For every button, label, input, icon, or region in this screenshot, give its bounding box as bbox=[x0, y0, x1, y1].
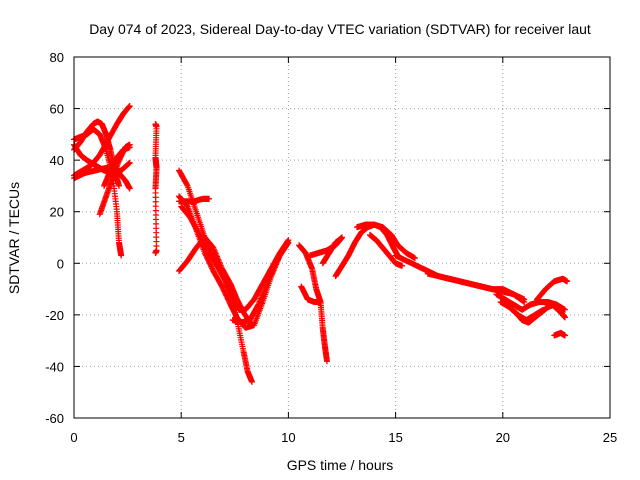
x-tick-label: 10 bbox=[281, 430, 295, 445]
data-point bbox=[116, 182, 123, 189]
data-point bbox=[285, 237, 292, 244]
series-arc17 bbox=[319, 234, 345, 267]
data-point bbox=[561, 306, 568, 313]
series-arc18 bbox=[332, 221, 401, 280]
y-tick-label: -40 bbox=[45, 359, 64, 374]
series-arc9 bbox=[176, 234, 255, 329]
series-arc4 bbox=[71, 118, 123, 189]
x-tick-label: 5 bbox=[178, 430, 185, 445]
x-axis-label: GPS time / hours bbox=[287, 457, 394, 473]
data-point bbox=[521, 298, 528, 305]
data-point bbox=[339, 234, 345, 241]
axis-ticks bbox=[73, 56, 611, 419]
data-point bbox=[126, 102, 133, 109]
chart-title: Day 074 of 2023, Sidereal Day-to-day VTE… bbox=[89, 21, 591, 37]
series-isolated bbox=[152, 121, 160, 256]
data-point bbox=[126, 185, 133, 192]
series-arc13 bbox=[229, 244, 288, 326]
data-point bbox=[411, 255, 418, 262]
x-tick-label: 25 bbox=[603, 430, 617, 445]
y-tick-labels: -60 -40 -20 0 20 40 60 80 bbox=[45, 50, 64, 426]
series-arc21 bbox=[392, 252, 528, 303]
y-tick-label: 40 bbox=[50, 153, 64, 168]
y-tick-label: 80 bbox=[50, 50, 64, 65]
series-arc27 bbox=[534, 275, 571, 303]
data-point bbox=[126, 144, 133, 151]
series-arc7 bbox=[71, 164, 133, 192]
series-arc28 bbox=[551, 329, 568, 339]
data-markers bbox=[71, 102, 571, 385]
data-point bbox=[284, 237, 291, 244]
x-tick-label: 0 bbox=[70, 430, 77, 445]
data-point bbox=[564, 278, 571, 285]
data-point bbox=[126, 159, 133, 166]
y-tick-label: -20 bbox=[45, 308, 64, 323]
series-arc20 bbox=[366, 231, 406, 269]
series-arc6 bbox=[101, 144, 133, 189]
data-point bbox=[323, 358, 330, 365]
series-arc25 bbox=[512, 301, 558, 326]
y-tick-label: 60 bbox=[50, 102, 64, 117]
series-arc11 bbox=[176, 195, 213, 205]
data-point bbox=[152, 249, 159, 256]
y-tick-label: 20 bbox=[50, 205, 64, 220]
data-point bbox=[317, 298, 324, 305]
series-arc22 bbox=[424, 270, 528, 305]
series-arc19 bbox=[354, 221, 418, 262]
data-point bbox=[248, 378, 255, 385]
x-tick-label: 15 bbox=[388, 430, 402, 445]
data-point bbox=[184, 181, 191, 188]
x-tick-labels: 0 5 10 15 20 25 bbox=[70, 430, 617, 445]
data-point bbox=[561, 314, 568, 321]
data-point bbox=[280, 245, 287, 252]
data-point bbox=[206, 195, 213, 202]
data-point bbox=[118, 252, 125, 259]
series-arc15 bbox=[298, 283, 324, 305]
y-tick-label: -60 bbox=[45, 411, 64, 426]
y-axis-label: SDTVAR / TECUs bbox=[6, 182, 22, 294]
x-tick-label: 20 bbox=[496, 430, 510, 445]
data-point bbox=[399, 262, 406, 269]
data-point bbox=[561, 332, 568, 339]
y-tick-label: 0 bbox=[57, 256, 64, 271]
data-point bbox=[281, 244, 288, 251]
plot-frame bbox=[73, 56, 611, 419]
